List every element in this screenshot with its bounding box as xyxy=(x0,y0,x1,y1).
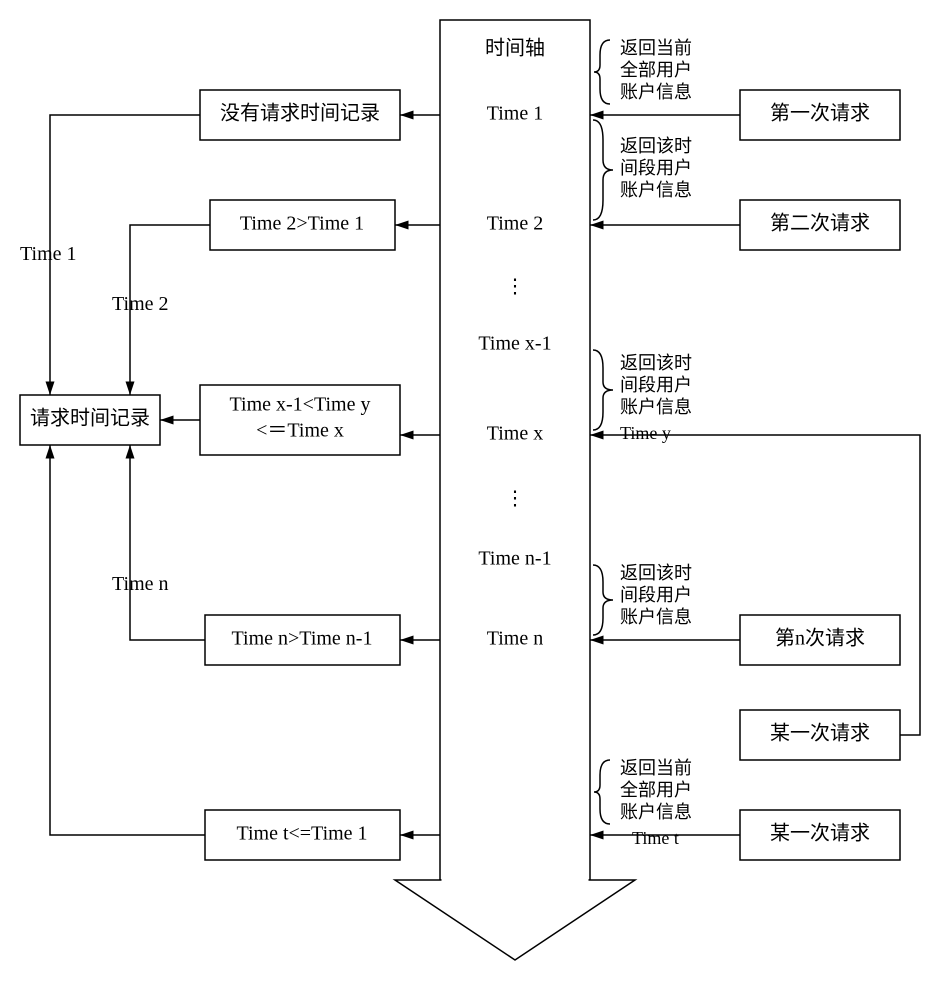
svg-text:请求时间记录: 请求时间记录 xyxy=(30,407,150,430)
diagram-canvas: 时间轴 Time 1 Time 2 ⋮ Time x-1 Time x ⋮ Ti… xyxy=(0,0,933,1000)
timeline-tn1: Time n-1 xyxy=(478,548,551,570)
svg-text:<＝Time x: <＝Time x xyxy=(256,420,344,442)
annotation-req1: 返回当前 全部用户 账户信息 xyxy=(594,38,692,104)
svg-text:账户信息: 账户信息 xyxy=(620,397,692,417)
svg-text:间段用户: 间段用户 xyxy=(620,158,692,178)
svg-text:Time t: Time t xyxy=(632,828,679,848)
box-reqs2: 某一次请求 xyxy=(740,810,900,860)
edge-label-t1: Time 1 xyxy=(20,243,77,265)
svg-text:账户信息: 账户信息 xyxy=(620,607,692,627)
box-request-record: 请求时间记录 xyxy=(20,395,160,445)
arrow-cmpn-to-record xyxy=(130,445,205,640)
timeline-vdots1: ⋮ xyxy=(505,276,525,298)
svg-text:第二次请求: 第二次请求 xyxy=(770,212,870,235)
svg-text:返回当前: 返回当前 xyxy=(620,758,692,778)
svg-text:全部用户: 全部用户 xyxy=(620,60,692,80)
svg-text:间段用户: 间段用户 xyxy=(620,585,692,605)
svg-text:返回该时: 返回该时 xyxy=(620,563,692,583)
svg-text:Time n>Time n-1: Time n>Time n-1 xyxy=(232,628,373,650)
timeline-vdots2: ⋮ xyxy=(505,488,525,510)
svg-text:某一次请求: 某一次请求 xyxy=(770,822,870,845)
box-cmpt: Time t<=Time 1 xyxy=(205,810,400,860)
svg-text:间段用户: 间段用户 xyxy=(620,375,692,395)
timeline-title: 时间轴 xyxy=(485,37,545,60)
svg-text:返回该时: 返回该时 xyxy=(620,353,692,373)
box-reqs1: 某一次请求 xyxy=(740,710,900,760)
timeline-column: 时间轴 Time 1 Time 2 ⋮ Time x-1 Time x ⋮ Ti… xyxy=(395,20,635,960)
svg-text:没有请求时间记录: 没有请求时间记录 xyxy=(220,102,380,125)
box-cmpn: Time n>Time n-1 xyxy=(205,615,400,665)
svg-text:全部用户: 全部用户 xyxy=(620,780,692,800)
svg-text:第n次请求: 第n次请求 xyxy=(775,627,865,650)
timeline-tn: Time n xyxy=(487,628,544,650)
edge-label-t2: Time 2 xyxy=(112,293,169,315)
box-cmpx: Time x-1<Time y <＝Time x xyxy=(200,385,400,455)
box-req2: 第二次请求 xyxy=(740,200,900,250)
box-no-record: 没有请求时间记录 xyxy=(200,90,400,140)
svg-text:Time 2>Time 1: Time 2>Time 1 xyxy=(240,213,364,235)
timeline-t1: Time 1 xyxy=(487,103,544,125)
annotation-req2: 返回该时 间段用户 账户信息 xyxy=(593,120,692,220)
annotation-reqn: 返回该时 间段用户 账户信息 xyxy=(593,563,692,635)
svg-text:返回该时: 返回该时 xyxy=(620,136,692,156)
svg-text:Time y: Time y xyxy=(620,423,671,443)
timeline-t2: Time 2 xyxy=(487,213,544,235)
svg-text:第一次请求: 第一次请求 xyxy=(770,102,870,125)
annotation-reqx: 返回该时 间段用户 账户信息 Time y xyxy=(593,350,692,443)
timeline-tx1: Time x-1 xyxy=(478,333,551,355)
svg-text:账户信息: 账户信息 xyxy=(620,180,692,200)
svg-text:某一次请求: 某一次请求 xyxy=(770,722,870,745)
svg-text:返回当前: 返回当前 xyxy=(620,38,692,58)
box-reqn: 第n次请求 xyxy=(740,615,900,665)
svg-text:账户信息: 账户信息 xyxy=(620,802,692,822)
timeline-tx: Time x xyxy=(487,423,544,445)
box-req1: 第一次请求 xyxy=(740,90,900,140)
svg-text:账户信息: 账户信息 xyxy=(620,82,692,102)
svg-text:Time t<=Time 1: Time t<=Time 1 xyxy=(236,823,367,845)
box-cmp2: Time 2>Time 1 xyxy=(210,200,395,250)
svg-text:Time x-1<Time y: Time x-1<Time y xyxy=(230,394,371,416)
edge-label-tn: Time n xyxy=(112,573,169,595)
